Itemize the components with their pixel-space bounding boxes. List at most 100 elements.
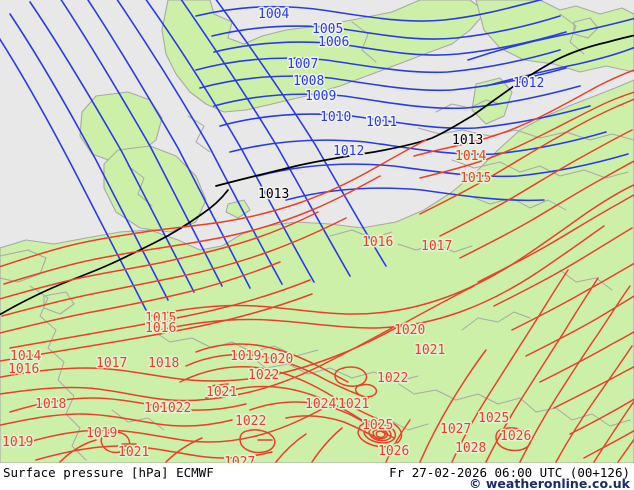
isobar-label: 1022: [235, 414, 266, 429]
isobar-label-halo: 1020: [394, 323, 425, 338]
isobar-label-halo: 1015: [145, 311, 176, 326]
isobar-label: 1006: [318, 35, 349, 50]
isobar-label: 1014: [455, 149, 486, 164]
isobar-label-halo: 1022: [377, 371, 408, 386]
isobar-label-halo: 1021: [118, 445, 149, 460]
isobar-label-halo: 1019: [86, 426, 117, 441]
isobar-label-halo: 1011: [366, 115, 397, 130]
isobar-label: 1011: [366, 115, 397, 130]
isobar-label: 1010: [320, 110, 351, 125]
isobar-label: 1007: [287, 57, 318, 72]
isobar-label: 1013: [452, 133, 483, 148]
border-layer: [29, 13, 634, 461]
isobar-label: 1019: [2, 435, 33, 450]
isobar-label: 1025: [362, 418, 393, 433]
isobar-label: 1012: [333, 144, 364, 159]
copyright-notice: © weatheronline.co.uk: [469, 476, 630, 490]
isobar-label: 1009: [305, 89, 336, 104]
footer-bar: Surface pressure [hPa] ECMWF Fr 27-02-20…: [0, 463, 634, 490]
isobar-label-halo: 1021: [338, 397, 369, 412]
isobar-label: 1016: [8, 362, 39, 377]
isobar-label-halo: 1013: [258, 187, 289, 202]
isobar-label: 1005: [312, 22, 343, 37]
isobar-label: 1022: [160, 401, 191, 416]
isobar-label-halo: 1027: [440, 422, 471, 437]
isobar-label-halo: 1005: [312, 22, 343, 37]
isobar-label-halo: 1022: [235, 414, 266, 429]
isobar-label-halo: 1025: [478, 411, 509, 426]
isobar-label-halo: 1011: [366, 115, 397, 130]
isobar-label-halo: 1013: [452, 133, 483, 148]
isobar-label-halo: 1022: [248, 368, 279, 383]
isobar-label: 1026: [378, 444, 409, 459]
isobar-label: 1027: [440, 422, 471, 437]
isobar-label-halo: 1026: [378, 444, 409, 459]
isobar-label: 1008: [293, 74, 324, 89]
isobar-label: 1021: [144, 401, 175, 416]
isobar-label-halo: 1007: [287, 57, 318, 72]
isobar-label: 1014: [10, 349, 41, 364]
isobar-label: 1015: [145, 311, 176, 326]
isobar-label-halo: 1019: [2, 435, 33, 450]
isobar-label-halo: 1017: [96, 356, 127, 371]
isobar-label-halo: 1027: [224, 455, 255, 463]
isobar-label: 1024: [305, 397, 336, 412]
isobar-label-halo: 1024: [305, 397, 336, 412]
isobar-label: 1016: [362, 235, 393, 250]
isobar-label: 1021: [118, 445, 149, 460]
isobar-label: 1022: [248, 368, 279, 383]
isobar-label: 1021: [206, 385, 237, 400]
isobar-label: 1028: [455, 441, 486, 456]
isobar-label-halo: 1009: [305, 89, 336, 104]
isobar-label-halo: 1021: [414, 343, 445, 358]
isobar-label-halo: 1006: [318, 35, 349, 50]
isobar-label-halo: 1021: [144, 401, 175, 416]
map-canvas[interactable]: 1004 1004 1005 1005 1006 1006 1007 1007 1008 1008…: [0, 0, 634, 463]
isobar-label: 1019: [230, 349, 261, 364]
isobar-label-halo: 1016: [362, 235, 393, 250]
isobar-label: 1021: [414, 343, 445, 358]
isobar-label-halo: 1026: [500, 429, 531, 444]
isobar-label-halo: 1012: [333, 144, 364, 159]
isobar-label: 1021: [338, 397, 369, 412]
isobar-label-halo: 1017: [421, 239, 452, 254]
isobar-label-halo: 1018: [35, 397, 66, 412]
isobar-label: 1019: [86, 426, 117, 441]
isobar-label: 1020: [394, 323, 425, 338]
product-title: Surface pressure [hPa] ECMWF: [3, 465, 214, 480]
isobar-label: 1026: [500, 429, 531, 444]
isobar-label-halo: 1015: [460, 171, 491, 186]
isobar-label: 1022: [377, 371, 408, 386]
isobar-label-halo: 1004: [258, 7, 289, 22]
isobar-label: 1011: [366, 115, 397, 130]
isobar-layer-1013: [0, 34, 634, 316]
isobar-label: 1027: [224, 455, 255, 463]
isobar-label-halo: 1019: [230, 349, 261, 364]
isobar-label: 1004: [258, 7, 289, 22]
land-peninsula: [0, 249, 47, 283]
isobar-label: 1020: [262, 352, 293, 367]
isobar-label: 1018: [35, 397, 66, 412]
isobar-label-halo: 1016: [145, 321, 176, 336]
isobar-label: 1017: [421, 239, 452, 254]
isobar-label-layer: 1004100410051005100610061007100710081008…: [1, 6, 546, 464]
isobar-label-halo: 1016: [8, 362, 39, 377]
isobar-label: 1015: [460, 171, 491, 186]
isobar-label: 1025: [478, 411, 509, 426]
isobar-label-halo: 1012: [513, 76, 544, 91]
isobar-label-halo: 1018: [148, 356, 179, 371]
isobar-label-halo: 1010: [320, 110, 351, 125]
isobar-label: 1018: [148, 356, 179, 371]
isobar-label: 1012: [513, 76, 544, 91]
isobar-label-halo: 1020: [262, 352, 293, 367]
isobar-label-halo: 1021: [206, 385, 237, 400]
isobar-layer-high: [0, 69, 634, 463]
isobar-label: 1013: [258, 187, 289, 202]
isobar-label: 1017: [96, 356, 127, 371]
isobar-label-halo: 1014: [455, 149, 486, 164]
isobar-label-halo: 1022: [160, 401, 191, 416]
isobar-label-halo: 1008: [293, 74, 324, 89]
isobar-label-halo: 1014: [10, 349, 41, 364]
isobar-label-halo: 1028: [455, 441, 486, 456]
